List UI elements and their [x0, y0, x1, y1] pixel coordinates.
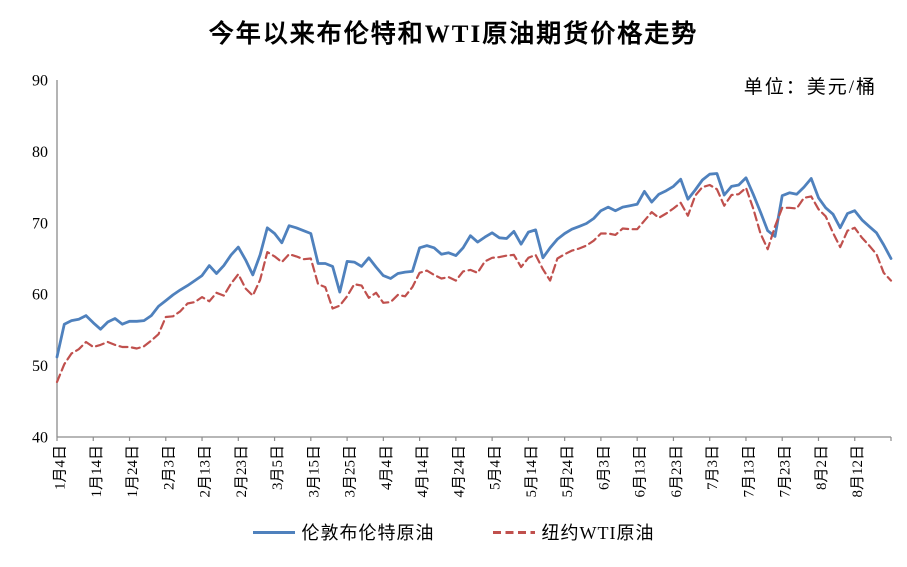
x-axis-tick-label: 1月4日	[53, 445, 69, 490]
y-axis-tick-label: 90	[32, 73, 48, 90]
x-axis-tick-label: 2月23日	[234, 445, 250, 498]
x-axis-tick-label: 1月14日	[89, 445, 105, 498]
x-axis-tick-label: 5月14日	[524, 445, 540, 498]
x-axis-tick-label: 2月3日	[161, 445, 177, 490]
y-axis-tick-label: 70	[32, 215, 48, 232]
legend-label-brent: 伦敦布伦特原油	[301, 523, 435, 543]
legend-item-brent: 伦敦布伦特原油	[252, 519, 435, 545]
x-axis-tick-label: 3月25日	[343, 445, 359, 498]
x-axis-tick-label: 8月12日	[850, 445, 866, 498]
x-axis-tick-label: 8月2日	[814, 445, 830, 490]
x-axis-tick-label: 4月14日	[415, 445, 431, 498]
y-axis-tick-label: 60	[32, 287, 48, 304]
y-axis-tick-label: 80	[32, 144, 48, 161]
x-axis-tick-label: 6月23日	[669, 445, 685, 498]
chart-title: 今年以来布伦特和WTI原油期货价格走势	[208, 21, 699, 48]
x-axis-tick-label: 7月3日	[705, 445, 721, 490]
x-axis-tick-label: 4月4日	[379, 445, 395, 490]
x-axis-tick-label: 2月13日	[198, 445, 214, 498]
x-axis-tick-label: 1月24日	[125, 445, 141, 498]
x-axis-tick-label: 6月3日	[596, 445, 612, 490]
wti-line-sample-icon	[492, 530, 535, 534]
x-axis-tick-label: 5月24日	[560, 445, 576, 498]
unit-label: 单位：美元/桶	[743, 77, 877, 98]
x-axis-tick-label: 7月23日	[778, 445, 794, 498]
brent-line-sample-icon	[252, 530, 295, 534]
x-axis-tick-label: 7月13日	[741, 445, 757, 498]
x-axis-tick-label: 4月24日	[451, 445, 467, 498]
x-axis-tick-label: 5月4日	[488, 445, 504, 490]
chart-legend: 伦敦布伦特原油 纽约WTI原油	[0, 519, 907, 545]
x-axis-tick-label: 3月15日	[306, 445, 322, 498]
legend-label-wti: 纽约WTI原油	[541, 523, 655, 543]
brent-price-line	[55, 172, 893, 359]
x-axis-tick-label: 6月13日	[633, 445, 649, 498]
x-axis-tick-label: 3月5日	[270, 445, 286, 490]
price-chart: 40 50 60 70 80 90 1月4日 1月14日 1月24日 2月3日 2月13日 2月23日…	[32, 73, 893, 498]
y-axis-tick-label: 40	[32, 430, 48, 447]
legend-item-wti: 纽约WTI原油	[492, 519, 655, 545]
y-axis-tick-label: 50	[32, 358, 48, 375]
wti-price-line	[55, 183, 893, 384]
